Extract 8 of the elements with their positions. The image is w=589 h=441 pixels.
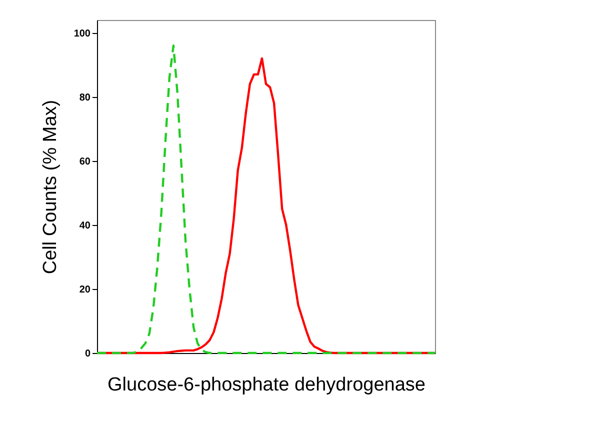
y-axis-title: Cell Counts (% Max)	[40, 100, 61, 274]
y-tick-label: 60	[79, 156, 91, 168]
x-axis-title: Glucose-6-phosphate dehydrogenase	[108, 374, 426, 396]
y-tick-label: 40	[79, 220, 91, 232]
y-tick-label: 0	[84, 348, 91, 360]
y-tick-label: 100	[74, 28, 91, 40]
y-tick-label: 20	[79, 284, 91, 296]
y-tick-label: 80	[79, 92, 91, 104]
